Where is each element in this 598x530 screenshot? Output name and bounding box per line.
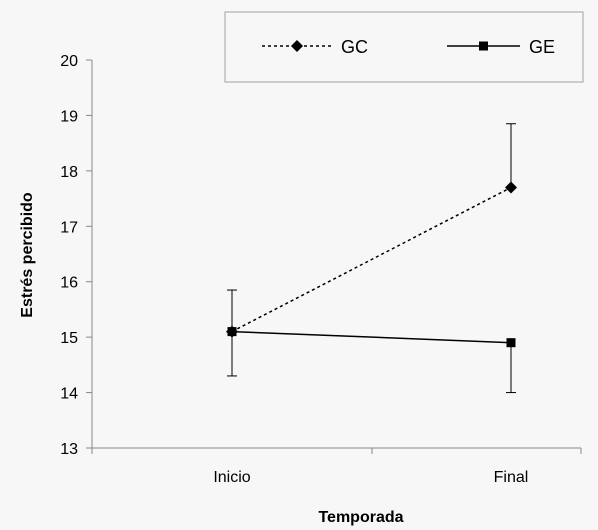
- data-point-ge: [228, 327, 237, 336]
- data-point-ge: [507, 338, 516, 347]
- y-axis-ticks: 13 14 15 16 17 18 19 20: [60, 53, 92, 458]
- y-tick-label: 16: [60, 275, 78, 292]
- series: [226, 124, 517, 393]
- legend-label: GE: [529, 37, 555, 57]
- x-axis-title: Temporada: [318, 509, 403, 526]
- series-gc: [232, 187, 511, 331]
- x-tick-label: Final: [494, 469, 529, 486]
- data-point-gc: [505, 181, 517, 193]
- y-tick-label: 19: [60, 108, 78, 125]
- legend-marker: [479, 42, 488, 51]
- y-tick-label: 15: [60, 330, 78, 347]
- series-ge: [232, 332, 511, 343]
- series-gc-errorbars: [227, 124, 516, 376]
- y-tick-label: 13: [60, 441, 78, 458]
- y-tick-label: 14: [60, 386, 78, 403]
- series-line-gc: [232, 187, 511, 331]
- series-ge-errorbars: [506, 343, 516, 393]
- y-tick-label: 18: [60, 164, 78, 181]
- x-tick-label: Inicio: [213, 469, 250, 486]
- legend-label: GC: [341, 37, 368, 57]
- y-axis-title: Estrés percibido: [19, 192, 36, 318]
- y-tick-label: 17: [60, 219, 78, 236]
- x-axis-ticks: Inicio Final: [92, 448, 581, 486]
- series-line-ge: [232, 332, 511, 343]
- y-tick-label: 20: [60, 53, 78, 70]
